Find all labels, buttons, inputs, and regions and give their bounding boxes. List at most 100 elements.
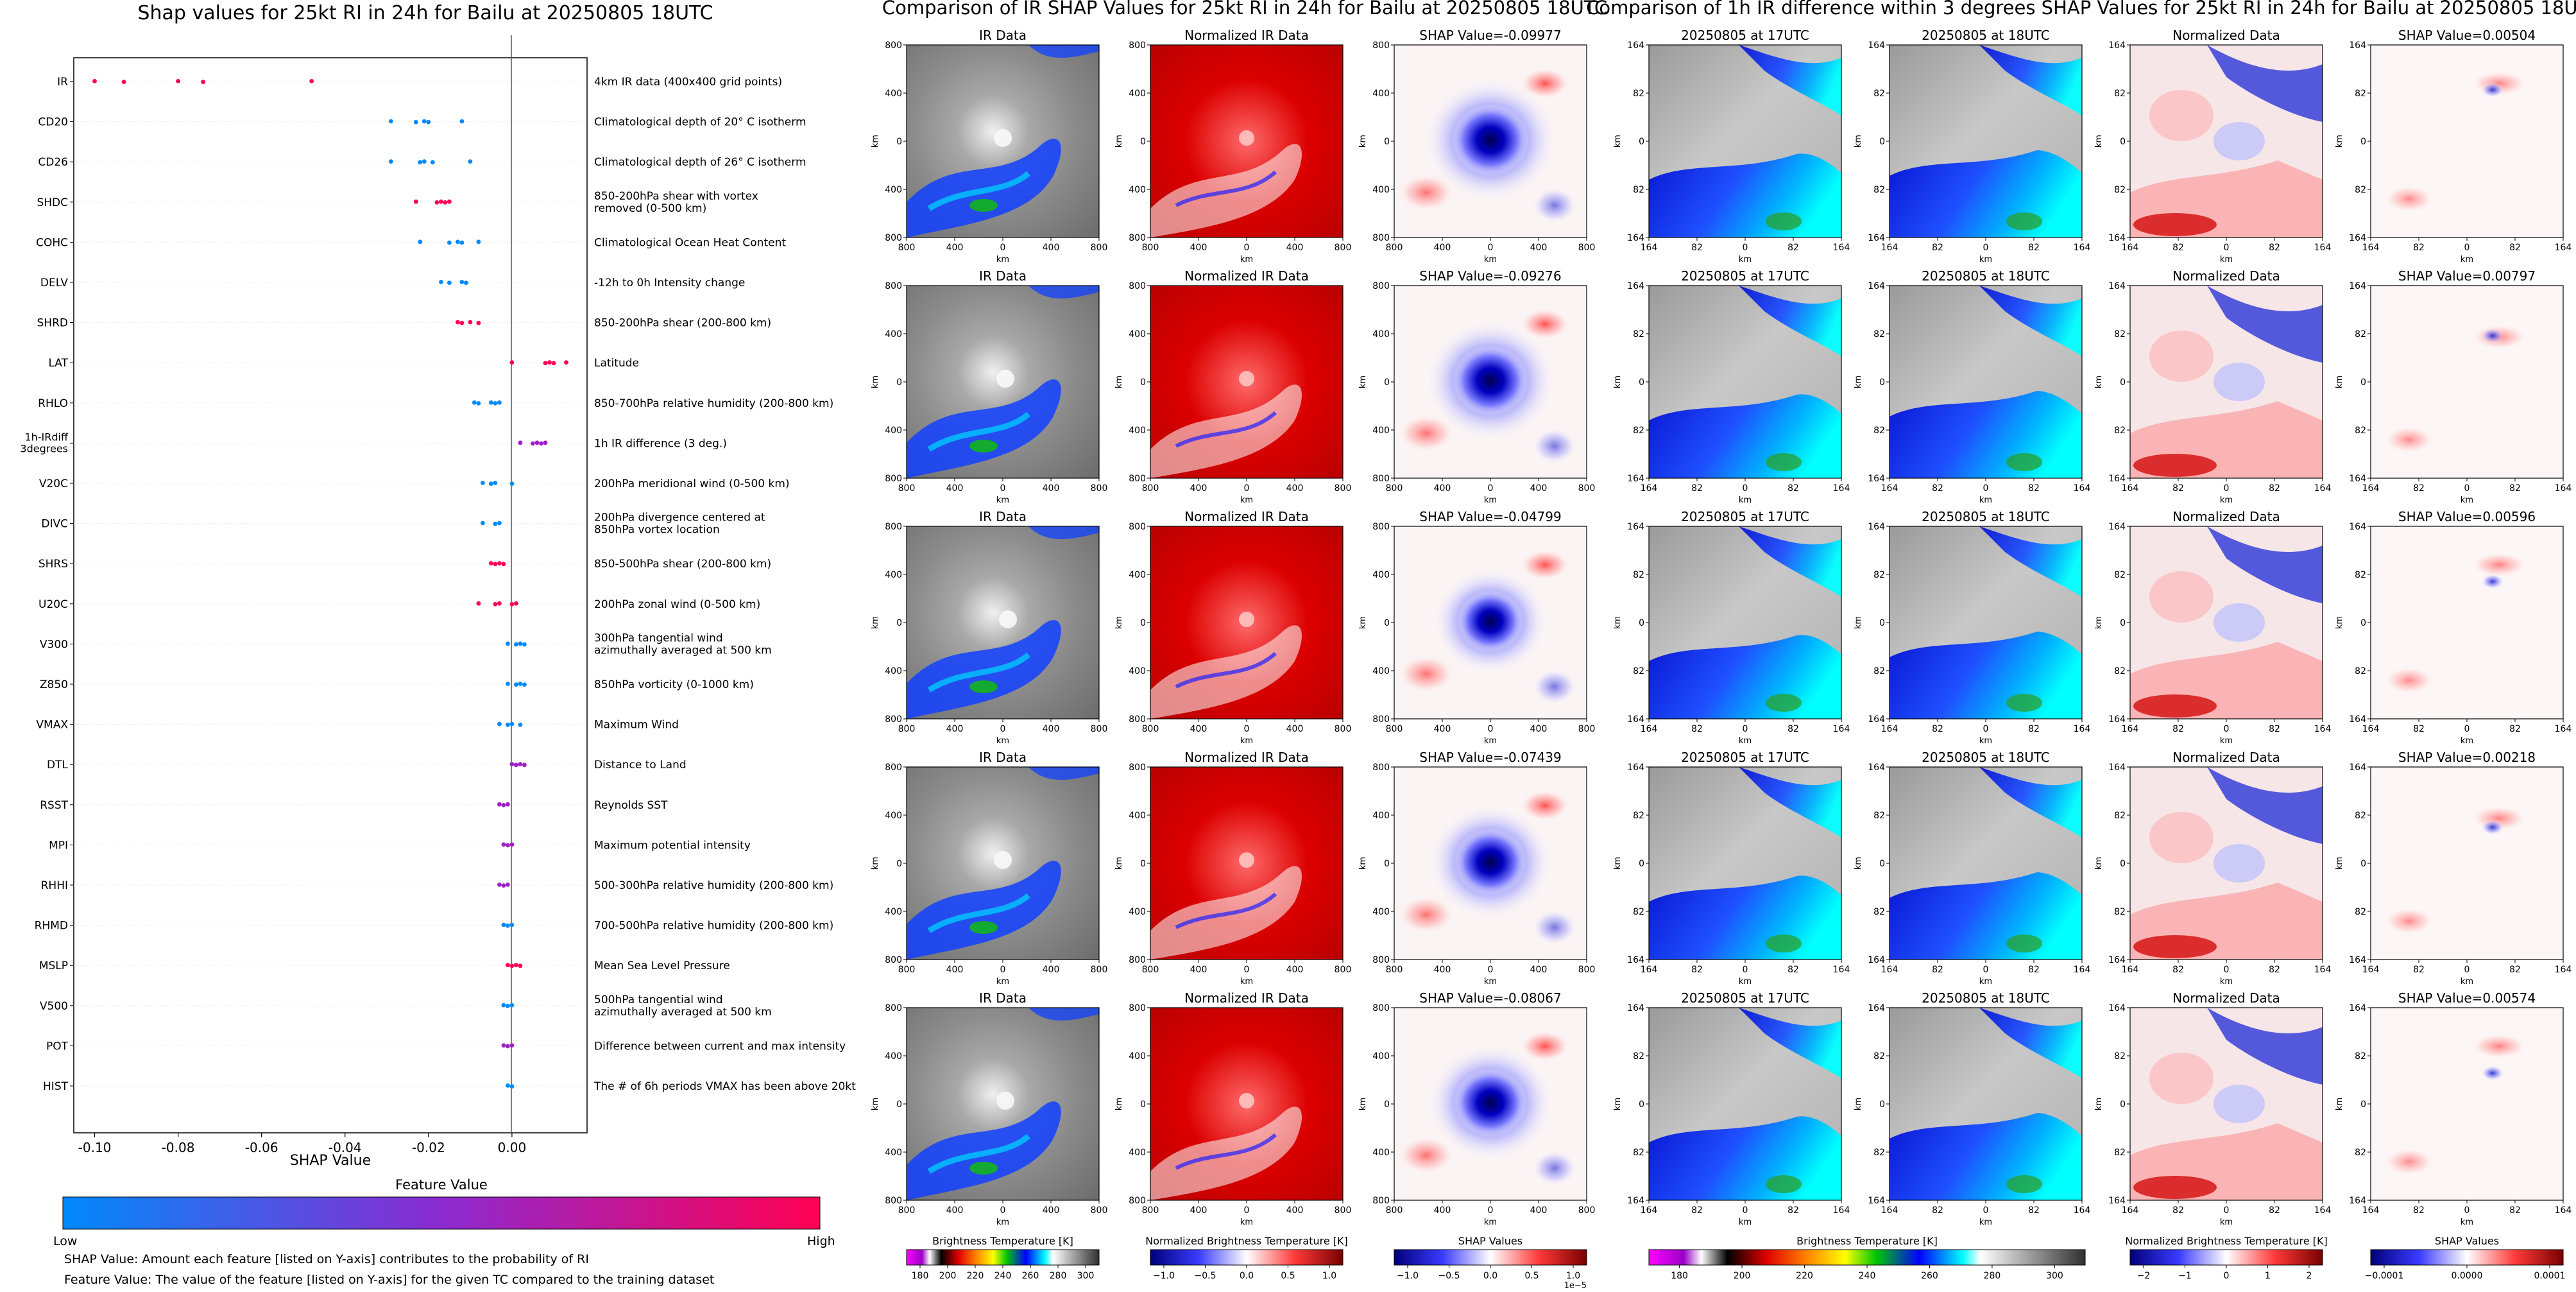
panel-xtick-label: 800 — [1386, 965, 1403, 975]
feature-low-label: Low — [53, 1234, 77, 1248]
panel-xaxis-label: km — [996, 1218, 1009, 1227]
colorbar-tick-label: 260 — [1022, 1271, 1039, 1281]
panel-ytick-label: 82 — [1873, 426, 1885, 436]
feature-description: 200hPa divergence centered at 850hPa vort… — [594, 512, 765, 537]
panel-title: Normalized IR Data — [1184, 750, 1309, 765]
panel-xtick-label: 82 — [2269, 1205, 2280, 1216]
panel-xaxis-label: km — [1240, 1218, 1253, 1227]
shap-point — [459, 119, 465, 124]
panel-xtick-label: 164 — [1641, 1205, 1658, 1216]
panel-xtick-label: 800 — [1091, 243, 1108, 253]
colorbar-tick-label: −1.0 — [1397, 1271, 1419, 1281]
panel-ytick-label: 82 — [2114, 1051, 2126, 1062]
diff-cloud-core — [1766, 212, 1802, 230]
shap-point — [506, 843, 510, 848]
shap-point — [522, 642, 527, 647]
shap-point — [497, 601, 502, 606]
normalized-cloud-edge — [1175, 1133, 1277, 1170]
panel-xtick-label: 0 — [1743, 724, 1748, 734]
panel-xtick-label: 82 — [2028, 965, 2040, 975]
shap-point — [497, 561, 502, 565]
colorbar-tick-label: 200 — [939, 1271, 957, 1281]
panel-yaxis-label: km — [2094, 616, 2104, 629]
diff-cloud-top — [1739, 526, 1841, 597]
panel-title: IR Data — [979, 28, 1027, 43]
panel-ytick-label: 400 — [1372, 426, 1390, 436]
feature-label: POT — [46, 1040, 69, 1053]
shap-point — [481, 481, 485, 485]
shap-point — [426, 119, 431, 125]
panel-yaxis-label: km — [1358, 135, 1368, 148]
feature-description: 700-500hPa relative humidity (200-800 km… — [594, 920, 833, 933]
panel-yaxis-label: km — [1854, 375, 1863, 388]
ir-cloud-core — [969, 680, 998, 693]
panel-xtick-label: 82 — [1787, 483, 1799, 494]
shap-point — [476, 401, 481, 406]
panel-xtick-label: 800 — [1142, 243, 1159, 253]
panel-yaxis-label: km — [1613, 616, 1623, 629]
panel-ytick-label: 0 — [1639, 859, 1644, 869]
panel-ytick-label: 800 — [1129, 762, 1146, 773]
panel-xtick-label: 164 — [2074, 483, 2091, 494]
feature-description: Climatological depth of 20° C isotherm — [594, 116, 806, 129]
feature-label: VMAX — [36, 719, 68, 732]
shap-point — [489, 481, 493, 486]
irdiff-grid-title: Comparison of 1h IR difference within 3 … — [1586, 0, 2576, 19]
panel-xtick-label: 164 — [2314, 243, 2332, 253]
feature-label: DTL — [47, 759, 68, 771]
shap-point — [518, 963, 523, 969]
panel-ytick-label: 82 — [1873, 666, 1885, 676]
panel-ytick-label: 800 — [885, 1003, 902, 1013]
panel-ytick-label: 82 — [1633, 811, 1644, 821]
diff-cloud-top — [1979, 45, 2082, 116]
panel-xaxis-label: km — [2220, 736, 2233, 746]
ir-cloud-top — [1028, 286, 1099, 298]
panel-xtick-label: 82 — [2172, 483, 2184, 494]
panel-xtick-label: 164 — [2122, 965, 2139, 975]
diff-cloud-top — [1979, 526, 2082, 597]
panel-title: SHAP Value=-0.04799 — [1419, 509, 1561, 524]
panel-ytick-label: 400 — [1372, 185, 1390, 195]
panel-ytick-label: 800 — [1372, 762, 1390, 773]
panel-ytick-label: 800 — [1372, 281, 1390, 291]
panel-ytick-label: 0 — [1384, 1099, 1390, 1110]
panel-ytick-label: 82 — [2355, 811, 2366, 821]
diff-norm-blue — [2207, 1008, 2323, 1085]
panel-xtick-label: 0 — [2224, 483, 2230, 494]
panel-ytick-label: 400 — [885, 570, 902, 580]
panel-xaxis-label: km — [1739, 736, 1752, 746]
panel-xaxis-label: km — [1979, 495, 1992, 505]
panel-ytick-label: 400 — [1372, 907, 1390, 917]
shap-summary-chart: Shap values for 25kt RI in 24h for Bailu… — [20, 2, 856, 1287]
shap-red-patch — [1519, 1030, 1571, 1062]
panel-ytick-label: 82 — [1873, 907, 1885, 917]
ir-cloud-edge — [927, 652, 1030, 693]
ir-shap-grid: Comparison of IR SHAP Values for 25kt RI… — [871, 0, 1607, 1227]
panel-xtick-label: 82 — [2413, 1205, 2425, 1216]
ir-eye — [994, 851, 1012, 869]
panel-xtick-label: 0 — [1488, 1205, 1494, 1216]
panel-ytick-label: 0 — [2360, 137, 2366, 147]
shap-point — [201, 80, 205, 84]
panel-xtick-label: 82 — [1691, 1205, 1703, 1216]
panel-title: Normalized IR Data — [1184, 28, 1309, 43]
feature-label: LAT — [48, 357, 68, 370]
panel-ytick-label: 800 — [1129, 522, 1146, 532]
feature-description: 200hPa zonal wind (0-500 km) — [594, 598, 760, 611]
panel-ytick-label: 0 — [1140, 377, 1146, 388]
shap-point — [456, 239, 460, 245]
panel-yaxis-label: km — [1854, 1098, 1863, 1110]
panel-title: IR Data — [979, 990, 1027, 1006]
panel-xtick-label: 400 — [1043, 483, 1060, 494]
panel-ytick-label: 164 — [2108, 40, 2126, 51]
diff-shap-red — [2384, 185, 2435, 213]
panel-ytick-label: 800 — [885, 1196, 902, 1206]
panel-xaxis-label: km — [1484, 495, 1497, 505]
shap-point — [388, 119, 393, 124]
panel-ytick-label: 400 — [1129, 907, 1146, 917]
